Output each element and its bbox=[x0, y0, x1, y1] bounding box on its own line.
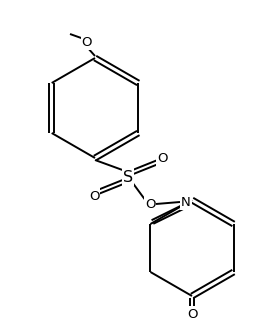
Text: O: O bbox=[157, 151, 167, 164]
Text: N: N bbox=[181, 196, 191, 209]
Text: O: O bbox=[187, 307, 197, 320]
Text: O: O bbox=[82, 36, 92, 48]
Text: O: O bbox=[89, 190, 99, 202]
Text: S: S bbox=[123, 169, 133, 184]
Text: O: O bbox=[145, 198, 155, 211]
